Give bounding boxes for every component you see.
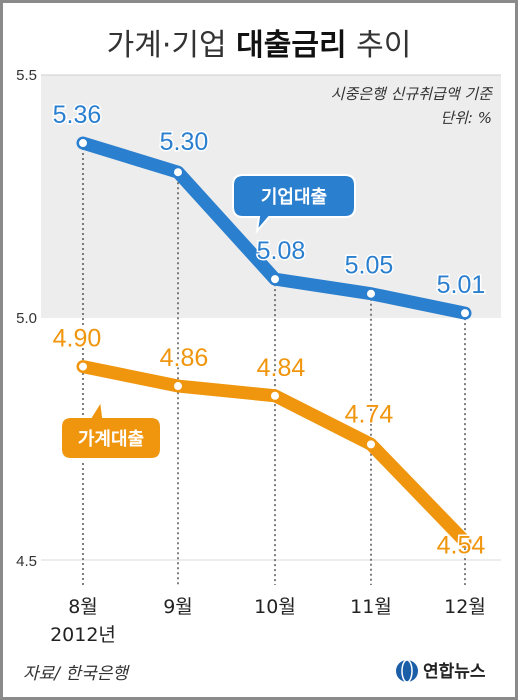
plot-band-lower [41, 559, 501, 561]
x-tick-label: 11월 [350, 596, 392, 618]
data-label: 5.30 [160, 128, 209, 156]
x-axis: 8월 9월 10월 11월 12월 [68, 596, 486, 618]
data-label: 5.08 [257, 237, 306, 265]
x-tick-label: 8월 [68, 596, 98, 618]
title-part1: 가계·기업 [107, 28, 236, 63]
x-tick-label: 9월 [163, 596, 193, 618]
data-point [77, 360, 89, 373]
data-label: 4.84 [257, 354, 306, 382]
title-part2: 추이 [347, 28, 412, 63]
data-label: 5.01 [437, 271, 486, 299]
basis-note: 시중은행 신규취급액 기준 [331, 85, 494, 103]
brand-text: 연합뉴스 [423, 661, 486, 682]
data-label: 4.74 [345, 400, 394, 428]
legend-bubble-corporate: 기업대출 [232, 174, 356, 235]
series-layer: 5.36 5.30 5.08 5.05 5.01 4.90 4.86 4.84 4.74 4.54 [51, 100, 487, 562]
data-point [77, 137, 89, 150]
bubble-shape-household [60, 398, 162, 460]
svg-text:가계·기업 대출금리 추이: 가계·기업 대출금리 추이 [107, 28, 412, 63]
data-point [269, 389, 281, 402]
data-label: 4.54 [437, 532, 486, 560]
brand-logo: 연합뉴스 [396, 659, 486, 683]
x-tick-label: 10월 [254, 596, 296, 618]
unit-note: 단위: % [440, 109, 492, 127]
year-label: 2012년 [50, 624, 116, 646]
chart-svg: 가계·기업 대출금리 추이 시중은행 신규취급액 기준 단위: % 5.5 5.0… [16, 28, 501, 684]
data-point [172, 380, 184, 393]
title-bold: 대출금리 [236, 28, 346, 63]
data-point [459, 307, 471, 320]
data-point [459, 535, 471, 548]
data-point [365, 438, 377, 451]
data-point [269, 273, 281, 286]
brand-globe-icon [396, 660, 418, 682]
source-text: 자료/ 한국은행 [23, 664, 130, 684]
data-label: 5.36 [53, 101, 102, 129]
brand-globe-meridian [401, 659, 413, 683]
y-axis: 5.5 5.0 4.5 [16, 67, 37, 570]
series-label-corporate: 기업대출 [261, 187, 327, 208]
y-tick-label: 4.5 [16, 553, 37, 570]
y-tick-label: 5.5 [16, 67, 37, 84]
legend-bubble-household: 가계대출 [60, 398, 162, 460]
data-label: 4.90 [53, 325, 102, 353]
data-point [172, 166, 184, 179]
series-label-household: 가계대출 [78, 429, 144, 450]
data-point [365, 287, 377, 300]
data-label: 4.86 [160, 344, 209, 372]
bubble-shape-corporate [232, 174, 356, 235]
title: 가계·기업 대출금리 추이 [107, 28, 412, 63]
x-tick-label: 12월 [444, 596, 486, 618]
y-tick-label: 5.0 [16, 310, 37, 327]
data-label: 5.05 [345, 252, 394, 280]
